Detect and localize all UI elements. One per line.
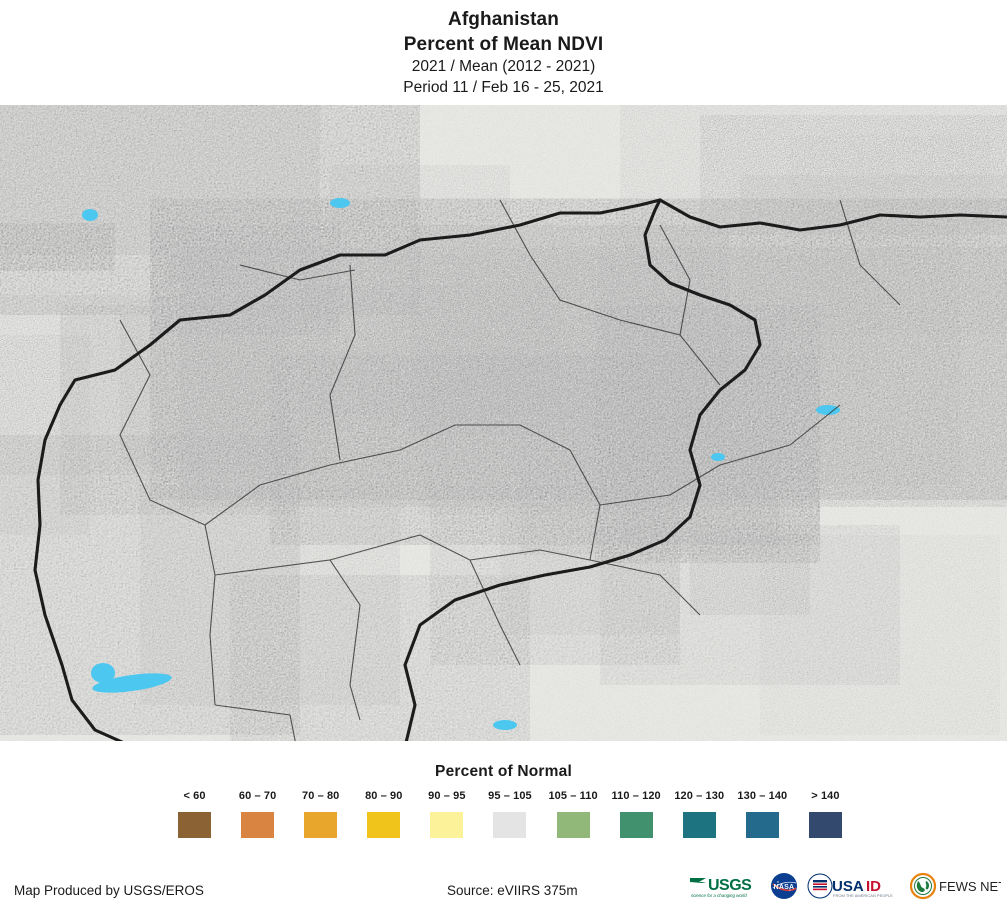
svg-text:science for a changing world: science for a changing world — [691, 893, 747, 898]
legend: Percent of Normal < 60 60 – 70 70 – 80 80 –… — [0, 760, 1007, 852]
legend-item[interactable]: 120 – 130 — [670, 790, 729, 838]
legend-item-label: 80 – 90 — [365, 790, 403, 802]
legend-item-swatch — [367, 812, 401, 838]
legend-item-swatch — [682, 812, 716, 838]
legend-class-row: < 60 60 – 70 70 – 80 80 – 90 90 – 95 95 – 105… — [165, 790, 855, 838]
legend-item[interactable]: 95 – 105 — [480, 790, 539, 838]
legend-item[interactable]: 80 – 90 — [354, 790, 413, 838]
legend-item[interactable]: 105 – 110 — [544, 790, 603, 838]
legend-item-swatch — [241, 812, 275, 838]
legend-item[interactable]: > 140 — [796, 790, 855, 838]
legend-item[interactable]: 90 – 95 — [417, 790, 476, 838]
usgs-logo[interactable]: USGS science for a changing world — [688, 871, 762, 901]
usaid-logo[interactable]: USA ID FROM THE AMERICAN PEOPLE — [806, 871, 902, 901]
legend-item-label: < 60 — [183, 790, 206, 802]
ndvi-raster-map[interactable] — [0, 105, 1007, 741]
legend-item-label: > 140 — [811, 790, 840, 802]
legend-item-label: 90 – 95 — [428, 790, 466, 802]
fewsnet-logo[interactable]: FEWS NET — [909, 871, 1001, 901]
legend-item-swatch — [304, 812, 338, 838]
legend-item-label: 120 – 130 — [674, 790, 725, 802]
comparison-period: 2021 / Mean (2012 - 2021) — [411, 58, 596, 75]
page-title: Afghanistan — [448, 9, 559, 30]
legend-item-label: 60 – 70 — [238, 790, 277, 802]
svg-text:USA: USA — [832, 878, 864, 895]
svg-text:NASA: NASA — [774, 884, 795, 891]
svg-text:USGS: USGS — [708, 877, 752, 894]
map-credit: Map Produced by USGS/EROS — [14, 883, 204, 898]
legend-item-label: 70 – 80 — [301, 790, 340, 802]
legend-item-label: 110 – 120 — [611, 790, 661, 802]
agency-logo-strip: USGS science for a changing world NASA U… — [688, 868, 1001, 904]
title-block: Afghanistan Percent of Mean NDVI 2021 / … — [0, 0, 1007, 105]
legend-item-label: 130 – 140 — [737, 790, 788, 802]
legend-item[interactable]: 70 – 80 — [291, 790, 350, 838]
nasa-logo[interactable]: NASA — [769, 871, 799, 901]
observation-period: Period 11 / Feb 16 - 25, 2021 — [403, 79, 604, 96]
raster-layers — [0, 105, 1007, 741]
legend-item-swatch — [619, 812, 653, 838]
legend-item[interactable]: 110 – 120 — [607, 790, 666, 838]
map-canvas[interactable] — [0, 105, 1007, 741]
svg-text:ID: ID — [866, 878, 881, 895]
legend-item-swatch — [430, 812, 464, 838]
country-boundary-afghanistan — [33, 198, 1007, 741]
water-bodies — [82, 198, 840, 730]
legend-item[interactable]: < 60 — [165, 790, 224, 838]
legend-item[interactable]: 60 – 70 — [228, 790, 287, 838]
legend-item-label: 95 – 105 — [488, 790, 532, 802]
legend-item-swatch — [808, 812, 842, 838]
province-boundaries — [119, 199, 901, 741]
product-title: Percent of Mean NDVI — [403, 34, 604, 55]
legend-item-label: 105 – 110 — [548, 790, 598, 802]
legend-item-swatch — [493, 812, 527, 838]
data-source: Source: eVIIRS 375m — [447, 883, 578, 898]
svg-text:FEWS NET: FEWS NET — [939, 879, 1001, 894]
legend-item-swatch — [178, 812, 211, 838]
footer: Map Produced by USGS/EROS Source: eVIIRS… — [0, 860, 1007, 912]
raster-pixel-noise — [0, 105, 1007, 741]
legend-heading: Percent of Normal — [435, 763, 572, 780]
legend-item-swatch — [556, 812, 590, 838]
legend-item-swatch — [745, 812, 779, 838]
legend-item[interactable]: 130 – 140 — [733, 790, 792, 838]
svg-text:FROM THE AMERICAN PEOPLE: FROM THE AMERICAN PEOPLE — [833, 893, 893, 898]
